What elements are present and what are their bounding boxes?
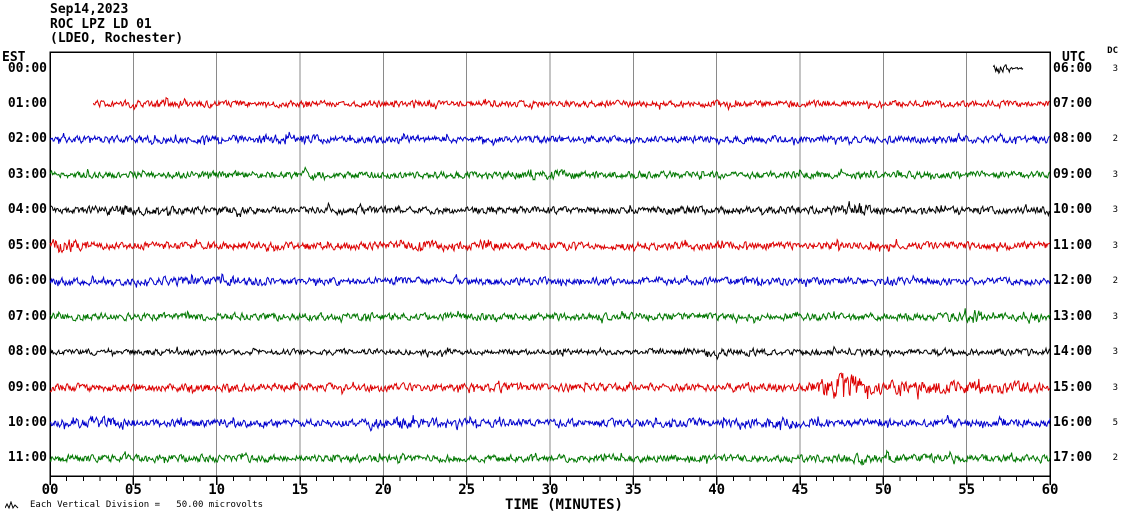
title-date: Sep14,2023 xyxy=(50,2,129,17)
trace-row-1100 xyxy=(49,449,1051,466)
trace-row-0100 xyxy=(92,96,1050,112)
trace-row-0000 xyxy=(992,64,1024,75)
x-tick-label: 55 xyxy=(958,482,976,498)
utc-column-header: UTC xyxy=(1062,50,1086,65)
dc-value: 3 xyxy=(1112,382,1118,393)
x-tick-label: 50 xyxy=(874,482,892,498)
utc-label: 09:00 xyxy=(1053,166,1093,182)
dc-value: 2 xyxy=(1112,453,1118,464)
est-label: 09:00 xyxy=(7,379,47,395)
trace-row-0400 xyxy=(49,201,1051,218)
x-tick-label: 10 xyxy=(208,482,226,498)
utc-label: 14:00 xyxy=(1053,344,1093,360)
est-label: 08:00 xyxy=(7,344,47,360)
scale-note: Each Vertical Division = 50.00 microvolt… xyxy=(30,500,263,510)
est-label: 03:00 xyxy=(7,166,47,182)
utc-label: 11:00 xyxy=(1053,237,1093,253)
est-label: 06:00 xyxy=(7,273,47,289)
x-tick-label: 25 xyxy=(458,482,476,498)
dc-value: 2 xyxy=(1112,276,1118,287)
utc-label: 07:00 xyxy=(1053,95,1093,111)
est-label: 00:00 xyxy=(7,60,47,76)
dc-value: 5 xyxy=(1112,418,1118,428)
axis-ticks xyxy=(49,476,1051,485)
dc-value: 3 xyxy=(1112,169,1118,180)
est-column-header: EST xyxy=(2,50,26,65)
est-label: 05:00 xyxy=(7,237,47,253)
utc-label: 17:00 xyxy=(1053,450,1093,466)
title-station: ROC LPZ LD 01 xyxy=(50,16,152,32)
title-location: (LDEO, Rochester) xyxy=(50,31,184,46)
x-tick-label: 40 xyxy=(708,482,726,498)
mini-waveform-icon xyxy=(5,501,19,510)
dc-value: 3 xyxy=(1112,63,1118,74)
trace-row-0500 xyxy=(49,238,1051,254)
utc-label: 06:00 xyxy=(1053,60,1093,76)
est-label: 04:00 xyxy=(7,202,47,218)
dc-value: 3 xyxy=(1112,240,1118,251)
trace-row-0300 xyxy=(49,166,1051,182)
dc-value: 2 xyxy=(1112,134,1118,145)
est-label: 10:00 xyxy=(7,415,47,430)
plot-frame xyxy=(49,51,1051,477)
x-tick-label: 45 xyxy=(791,482,809,498)
trace-row-1000 xyxy=(49,414,1051,432)
trace-layer xyxy=(49,64,1051,466)
x-tick-label: 60 xyxy=(1041,482,1059,498)
trace-row-0200 xyxy=(49,131,1051,147)
x-tick-label: 00 xyxy=(41,482,59,498)
utc-label: 16:00 xyxy=(1053,415,1093,430)
dc-column-header: DC xyxy=(1107,46,1118,56)
trace-row-0800 xyxy=(49,345,1051,361)
trace-row-0600 xyxy=(49,273,1051,288)
title-block: Sep14,2023 ROC LPZ LD 01 (LDEO, Rocheste… xyxy=(50,2,184,47)
utc-label: 13:00 xyxy=(1053,308,1093,324)
est-label: 01:00 xyxy=(7,95,47,111)
utc-label: 12:00 xyxy=(1053,273,1093,289)
x-tick-label: 15 xyxy=(291,482,309,498)
x-tick-label: 20 xyxy=(374,482,392,498)
grid-lines xyxy=(132,52,968,476)
dc-value: 3 xyxy=(1112,347,1118,358)
x-tick-label: 35 xyxy=(624,482,642,498)
trace-row-0900 xyxy=(49,372,1051,400)
x-tick-label: 30 xyxy=(541,482,559,498)
utc-label: 15:00 xyxy=(1053,379,1093,395)
dc-value: 3 xyxy=(1112,311,1118,322)
x-tick-label: 05 xyxy=(124,482,142,498)
utc-label: 08:00 xyxy=(1053,131,1093,147)
est-label: 07:00 xyxy=(7,308,47,324)
dc-value: 3 xyxy=(1112,205,1118,216)
est-label: 11:00 xyxy=(7,450,47,466)
utc-label: 10:00 xyxy=(1053,202,1093,218)
est-label: 02:00 xyxy=(7,131,47,147)
trace-row-0700 xyxy=(49,308,1051,325)
x-axis-title: TIME (MINUTES) xyxy=(504,497,623,513)
